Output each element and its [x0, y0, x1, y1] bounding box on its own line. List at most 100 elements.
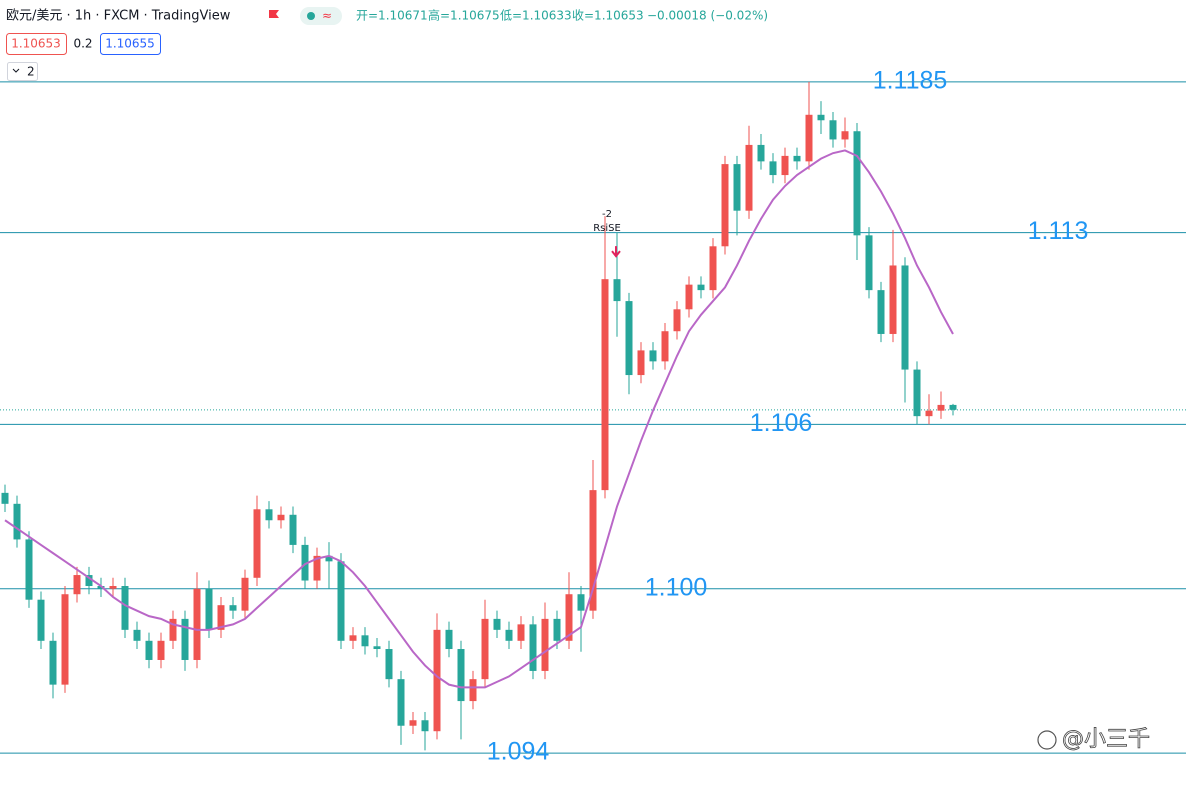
candle-body [877, 290, 885, 334]
pane-toggle[interactable] [7, 62, 38, 81]
symbol-title: 欧元/美元 · 1h · FXCM · TradingView [6, 9, 231, 24]
level-label: 1.106 [750, 409, 813, 437]
candle-body [697, 284, 705, 291]
candle-body [529, 624, 537, 671]
status-pill [300, 7, 342, 25]
candle-body [49, 640, 57, 685]
watermark-logo-outline [1037, 730, 1057, 750]
candle-body [769, 161, 777, 176]
candle-body [109, 586, 117, 589]
candle-body [553, 618, 561, 641]
candle-body [577, 594, 585, 611]
level-label: 1.094 [487, 738, 550, 766]
candle-body [685, 284, 693, 310]
buy-box[interactable] [100, 33, 161, 55]
candle-body [853, 131, 861, 236]
candle-body [865, 235, 873, 291]
ohlc-open: 开=1.10671 [356, 9, 428, 23]
candle-body [385, 649, 393, 680]
moving-average [4, 149, 954, 689]
level-label: 1.100 [645, 573, 708, 601]
candle-body [601, 279, 609, 491]
candle-body [181, 618, 189, 660]
candle-body [241, 577, 249, 611]
candle-body [85, 575, 93, 587]
candle-body [349, 635, 357, 641]
candle-body [661, 331, 669, 362]
candle-body [289, 514, 297, 545]
candle-body [433, 629, 441, 732]
ohlc-close: 收=1.10653 [572, 9, 644, 23]
candle-body [649, 350, 657, 362]
candle-body [253, 509, 261, 578]
candle-body [565, 594, 573, 641]
candle-body [913, 369, 921, 417]
status-icon: ≈ [322, 9, 332, 23]
candle-body [313, 555, 321, 581]
candle-body [505, 629, 513, 641]
signal-arrow [611, 246, 621, 258]
sell-box[interactable] [6, 33, 67, 55]
candle-body [829, 120, 837, 140]
candle-body [889, 265, 897, 334]
candle-body [13, 503, 21, 540]
candle-body [817, 114, 825, 121]
candle-body [517, 624, 525, 641]
candle-body [301, 544, 309, 581]
candle-body [781, 155, 789, 176]
buy-price[interactable]: 1.10655 [105, 37, 155, 51]
candle-body [457, 649, 465, 702]
candle-body [805, 114, 813, 162]
candle-body [421, 720, 429, 732]
candle-body [469, 679, 477, 702]
candle-body [145, 640, 153, 660]
ohlc-low: 低=1.10633 [500, 9, 572, 23]
candle-body [481, 618, 489, 680]
candle-body [193, 588, 201, 660]
candle-body [793, 155, 801, 162]
candle-body [25, 539, 33, 600]
status-dot [307, 12, 315, 20]
candle-body [541, 618, 549, 671]
candle-body [757, 144, 765, 162]
candle-body [325, 555, 333, 562]
candle-body [949, 404, 957, 410]
signal-count: -2 [602, 209, 612, 220]
flag-icon [269, 10, 279, 18]
candle-body [937, 404, 945, 411]
ohlc-change: −0.00018 (−0.02%) [647, 9, 768, 23]
pane-count[interactable]: 2 [27, 65, 35, 79]
candle-body [37, 599, 45, 641]
candle-body [157, 640, 165, 660]
candle-body [61, 594, 69, 685]
plot [0, 81, 1186, 754]
candle-body [217, 605, 225, 630]
sell-price[interactable]: 1.10653 [11, 37, 61, 51]
candle-body [277, 514, 285, 521]
level-label: 1.1185 [873, 67, 948, 95]
candle-body [625, 301, 633, 376]
candle-body [205, 588, 213, 630]
candle-body [613, 279, 621, 302]
candle-body [169, 618, 177, 641]
ohlc-high: 高=1.10675 [428, 8, 500, 23]
candle-body [673, 309, 681, 332]
candle-body [361, 635, 369, 647]
candle-body [409, 720, 417, 726]
candle-body [229, 605, 237, 611]
candle-body [265, 509, 273, 521]
candle-body [721, 164, 729, 247]
candle-body [73, 575, 81, 595]
candle-body [841, 131, 849, 140]
candle-body [745, 144, 753, 211]
candle-body [397, 679, 405, 726]
spread: 0.2 [73, 37, 92, 51]
candle-body [637, 350, 645, 376]
candle-body [97, 586, 105, 589]
candle-body [709, 246, 717, 291]
candle-body [925, 410, 933, 417]
candle-body [733, 164, 741, 211]
chevron [12, 68, 20, 73]
